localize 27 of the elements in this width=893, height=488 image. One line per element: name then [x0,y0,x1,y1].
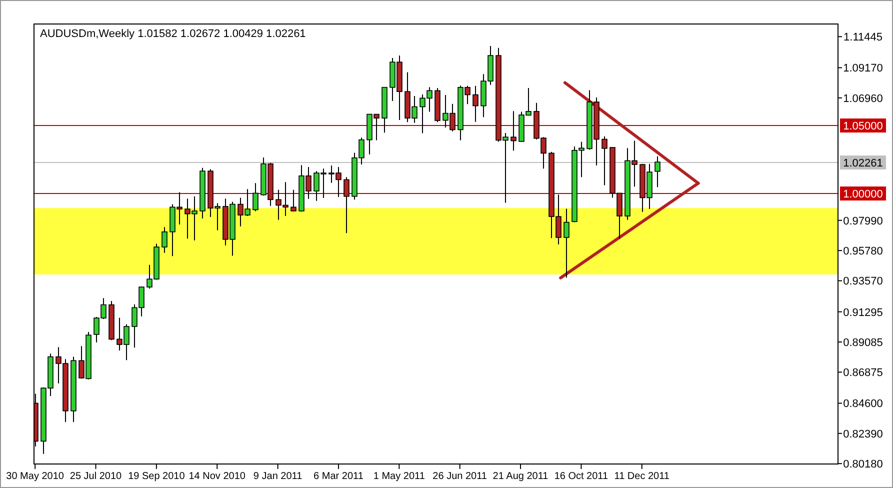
y-tick-label: 0.97990 [843,215,883,228]
x-tick-label: 14 Nov 2010 [188,471,246,482]
y-tick-label: 0.82390 [843,428,883,440]
y-tick-label: 0.93570 [843,276,883,288]
y-tick-label: 0.95780 [843,246,883,258]
ref-line-label: 1.05000 [843,120,883,132]
x-tick-label: 25 Jul 2010 [70,471,122,482]
y-tick-label: 0.86875 [843,367,883,380]
x-tick-label: 19 Sep 2010 [128,471,186,482]
x-tick-label: 1 May 2011 [373,471,426,482]
y-tick-label: 0.80180 [843,458,883,471]
x-tick-label: 11 Dec 2011 [614,471,670,482]
x-tick-label: 16 Oct 2011 [554,471,608,482]
y-tick-label: 1.11445 [844,32,882,44]
y-tick-label: 0.89085 [843,336,883,349]
x-tick-label: 26 Jun 2011 [432,471,488,482]
x-tick-label: 21 Aug 2011 [492,471,549,482]
y-tick-label: 0.91295 [843,306,883,319]
x-tick-label: 9 Jan 2011 [253,471,303,482]
x-tick-label: 6 Mar 2011 [314,471,364,482]
ref-line-label: 1.00000 [843,188,883,200]
x-tick-label: 30 May 2010 [6,471,64,482]
y-tick-label: 0.84600 [843,398,883,410]
y-tick-label: 1.09170 [843,62,883,75]
y-tick-label: 1.06960 [843,92,883,105]
chart-title: AUDUSDm,Weekly 1.01582 1.02672 1.00429 1.02261 [40,28,306,40]
ref-line-label: 1.02261 [843,158,883,170]
